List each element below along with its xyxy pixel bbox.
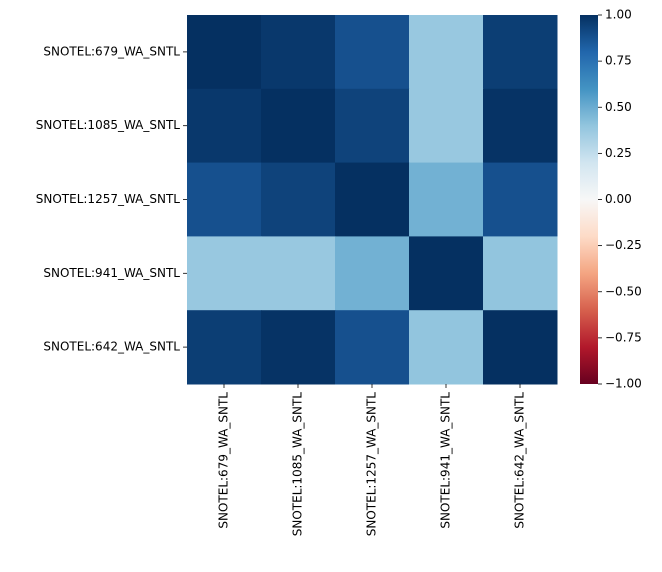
heatmap-cell [187, 310, 262, 385]
x-tick-label: SNOTEL:941_WA_SNTL [439, 392, 453, 529]
heatmap-cell [261, 162, 336, 237]
heatmap-cell [409, 236, 484, 311]
colorbar-tick-label: −0.75 [605, 330, 642, 344]
y-tick-label: SNOTEL:1085_WA_SNTL [36, 118, 181, 132]
heatmap-cell [483, 88, 558, 164]
colorbar-tick-label: 0.75 [605, 54, 632, 68]
y-tick-label: SNOTEL:642_WA_SNTL [43, 340, 180, 354]
y-tick-label: SNOTEL:679_WA_SNTL [43, 44, 180, 58]
colorbar-tick-label: 1.00 [605, 8, 632, 22]
heatmap-cell [335, 310, 410, 385]
x-tick-label: SNOTEL:679_WA_SNTL [217, 392, 231, 529]
heatmap-cell [261, 15, 336, 90]
heatmap-cell [187, 162, 262, 237]
heatmap-cell [409, 310, 484, 385]
colorbar [580, 15, 598, 384]
heatmap-cell [261, 236, 336, 311]
y-tick-label: SNOTEL:941_WA_SNTL [43, 266, 180, 280]
colorbar-tick-label: −0.25 [605, 238, 642, 252]
heatmap-cell [335, 162, 410, 237]
y-tick-label: SNOTEL:1257_WA_SNTL [36, 192, 181, 206]
heatmap-cell [335, 236, 410, 311]
colorbar-tick-label: 0.25 [605, 146, 632, 160]
colorbar-tick-label: 0.50 [605, 100, 632, 114]
heatmap-cell [335, 88, 410, 164]
heatmap-cell [187, 15, 262, 90]
x-tick-label: SNOTEL:1085_WA_SNTL [291, 392, 305, 537]
heatmap-cell [409, 15, 484, 90]
colorbar-tick-label: −0.50 [605, 284, 642, 298]
x-tick-label: SNOTEL:1257_WA_SNTL [365, 392, 379, 537]
heatmap-cell [483, 15, 558, 90]
heatmap-cell [261, 88, 336, 164]
x-tick-label: SNOTEL:642_WA_SNTL [513, 392, 527, 529]
heatmap-cell [187, 236, 262, 311]
heatmap-cell [335, 15, 410, 90]
heatmap-cell [187, 88, 262, 164]
colorbar-tick-label: −1.00 [605, 377, 642, 391]
heatmap-cell [261, 310, 336, 385]
heatmap-cell [483, 310, 558, 385]
colorbar-tick-label: 0.00 [605, 192, 632, 206]
heatmap-cell [409, 88, 484, 164]
heatmap-cell [409, 162, 484, 237]
heatmap-cell [483, 162, 558, 237]
heatmap-cell [483, 236, 558, 311]
